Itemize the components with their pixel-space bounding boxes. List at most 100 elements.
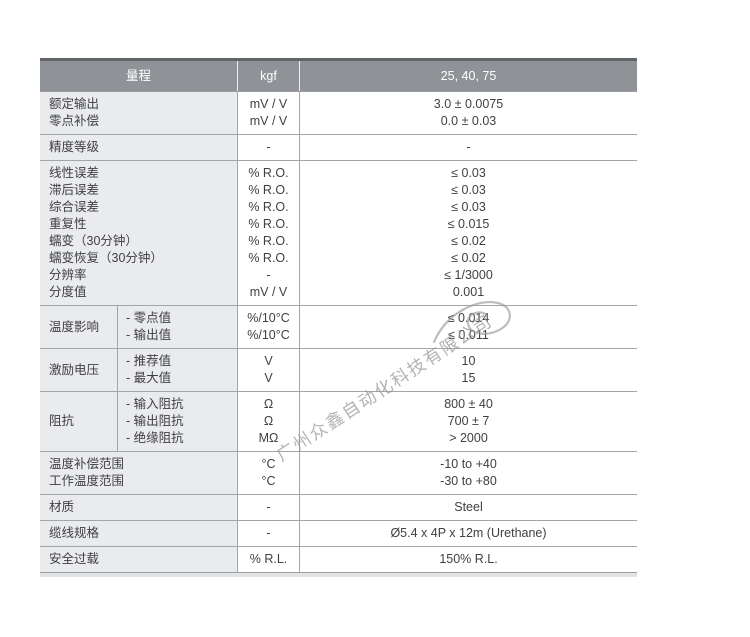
table-bottom-shadow (40, 573, 637, 577)
row-value: ≤ 0.014 (447, 311, 490, 325)
row-value-cell: 150% R.L. (299, 547, 637, 572)
row-unit: mV / V (249, 285, 288, 299)
row-unit-cell: - (237, 495, 299, 520)
row-value-cell: 3.0 ± 0.0075 0.0 ± 0.03 (299, 92, 637, 134)
spec-row-group: 材质 - Steel (40, 494, 637, 520)
row-value-cell: 800 ± 40 700 ± 7 > 2000 (299, 392, 637, 451)
row-value-cell: Steel (299, 495, 637, 520)
row-value: 150% R.L. (439, 552, 498, 566)
row-unit-cell: % R.L. (237, 547, 299, 572)
table-body: 额定输出 零点补偿 mV / V mV / V 3.0 ± 0.0075 0.0 ± 0.… (40, 92, 637, 573)
row-unit: % R.O. (248, 166, 289, 180)
row-label-full: 材质 (40, 495, 237, 520)
spec-row-group: 激励电压 - 推荐值 - 最大值 V V 10 15 (40, 348, 637, 391)
header-cell-unit: kgf (237, 61, 299, 91)
spec-row-group: 安全过载 % R.L. 150% R.L. (40, 546, 637, 572)
row-value: -10 to +40 (440, 457, 497, 471)
row-label-zone: 温度补偿范围 工作温度范围 (40, 452, 237, 494)
row-label: 分辨率 (49, 268, 87, 282)
row-value: ≤ 0.02 (451, 251, 486, 265)
row-value: ≤ 0.03 (451, 166, 486, 180)
row-label: 综合误差 (49, 200, 100, 214)
row-unit-cell: - (237, 521, 299, 546)
row-label: 温度补偿范围 (49, 457, 125, 471)
row-unit: % R.L. (249, 552, 288, 566)
row-unit-cell: Ω Ω MΩ (237, 392, 299, 451)
table-header-row: 量程 kgf 25, 40, 75 (40, 58, 637, 92)
row-value: 0.0 ± 0.03 (440, 114, 497, 128)
row-value: ≤ 0.03 (451, 200, 486, 214)
row-unit: Ω (263, 397, 274, 411)
row-unit-cell: mV / V mV / V (237, 92, 299, 134)
row-unit-cell: %/10°C %/10°C (237, 306, 299, 348)
row-unit: % R.O. (248, 234, 289, 248)
row-label-main: 阻抗 (40, 392, 117, 451)
row-label-main: 温度影响 (40, 306, 117, 348)
row-unit: mV / V (249, 114, 288, 128)
row-label: 线性误差 (49, 166, 100, 180)
header-cell-range: 量程 (125, 69, 151, 83)
row-label-full: 缆线规格 (40, 521, 237, 546)
row-unit: % R.O. (248, 200, 289, 214)
row-value: 700 ± 7 (447, 414, 490, 428)
spec-row-group: 额定输出 零点补偿 mV / V mV / V 3.0 ± 0.0075 0.0 ± 0.… (40, 92, 637, 134)
row-label-zone: 温度影响 - 零点值 - 输出值 (40, 306, 237, 348)
spec-row-group: 缆线规格 - Ø5.4 x 4P x 12m (Urethane) (40, 520, 637, 546)
row-unit: V (264, 354, 273, 368)
row-value: 3.0 ± 0.0075 (433, 97, 504, 111)
row-unit: MΩ (258, 431, 279, 445)
row-label: 阻抗 (49, 414, 75, 428)
row-label-main: 激励电压 (40, 349, 117, 391)
row-label-full: 温度补偿范围 工作温度范围 (40, 452, 237, 494)
row-label: 滞后误差 (49, 183, 100, 197)
row-value: Steel (454, 500, 483, 514)
row-label-zone: 精度等级 (40, 135, 237, 160)
row-sublabel: - 推荐值 (126, 354, 172, 368)
row-value: 800 ± 40 (444, 397, 493, 411)
row-sublabel: - 最大值 (126, 371, 172, 385)
row-sublabel: - 输入阻抗 (126, 397, 184, 411)
row-label: 缆线规格 (49, 526, 100, 540)
row-label-full: 线性误差 滞后误差 综合误差 重复性 蠕变（30分钟） 蠕变恢复（30分钟） 分辨率 分度值 (40, 161, 237, 305)
row-label-zone: 额定输出 零点补偿 (40, 92, 237, 134)
row-unit: V (264, 371, 273, 385)
row-label-sub: - 推荐值 - 最大值 (117, 349, 237, 391)
row-label: 工作温度范围 (49, 474, 125, 488)
row-value-cell: - (299, 135, 637, 160)
row-label-full: 额定输出 零点补偿 (40, 92, 237, 134)
spec-row-group: 温度补偿范围 工作温度范围 °C °C -10 to +40 -30 to +80 (40, 451, 637, 494)
row-value: ≤ 0.03 (451, 183, 486, 197)
spec-row-group: 温度影响 - 零点值 - 输出值 %/10°C %/10°C ≤ 0.014 ≤ 0.011 (40, 305, 637, 348)
row-label: 分度值 (49, 285, 87, 299)
row-value-cell: Ø5.4 x 4P x 12m (Urethane) (299, 521, 637, 546)
row-label-zone: 阻抗 - 输入阻抗 - 输出阻抗 - 绝缘阻抗 (40, 392, 237, 451)
row-unit: %/10°C (247, 328, 290, 342)
row-label-zone: 安全过载 (40, 547, 237, 572)
row-value: Ø5.4 x 4P x 12m (Urethane) (390, 526, 547, 540)
row-label-zone: 材质 (40, 495, 237, 520)
row-unit: - (266, 140, 271, 154)
row-unit: - (266, 526, 271, 540)
row-unit: %/10°C (247, 311, 290, 325)
row-label-sub: - 输入阻抗 - 输出阻抗 - 绝缘阻抗 (117, 392, 237, 451)
row-value: 0.001 (452, 285, 485, 299)
row-value-cell: ≤ 0.014 ≤ 0.011 (299, 306, 637, 348)
row-label: 材质 (49, 500, 75, 514)
row-unit: % R.O. (248, 217, 289, 231)
spec-row-group: 精度等级 - - (40, 134, 637, 160)
row-label: 重复性 (49, 217, 87, 231)
row-value: 10 (461, 354, 476, 368)
row-unit: °C (261, 474, 276, 488)
row-sublabel: - 输出阻抗 (126, 414, 184, 428)
spec-row-group: 线性误差 滞后误差 综合误差 重复性 蠕变（30分钟） 蠕变恢复（30分钟） 分辨率 分度值%… (40, 160, 637, 305)
spec-row-group: 阻抗 - 输入阻抗 - 输出阻抗 - 绝缘阻抗 Ω Ω MΩ 800 ± 40 700 ± 7 >… (40, 391, 637, 451)
row-unit: - (266, 500, 271, 514)
row-unit: mV / V (249, 97, 288, 111)
row-label: 零点补偿 (49, 114, 100, 128)
row-label: 精度等级 (49, 140, 100, 154)
row-unit: Ω (263, 414, 274, 428)
row-label-full: 安全过载 (40, 547, 237, 572)
row-value-cell: 10 15 (299, 349, 637, 391)
row-value: ≤ 0.015 (447, 217, 490, 231)
